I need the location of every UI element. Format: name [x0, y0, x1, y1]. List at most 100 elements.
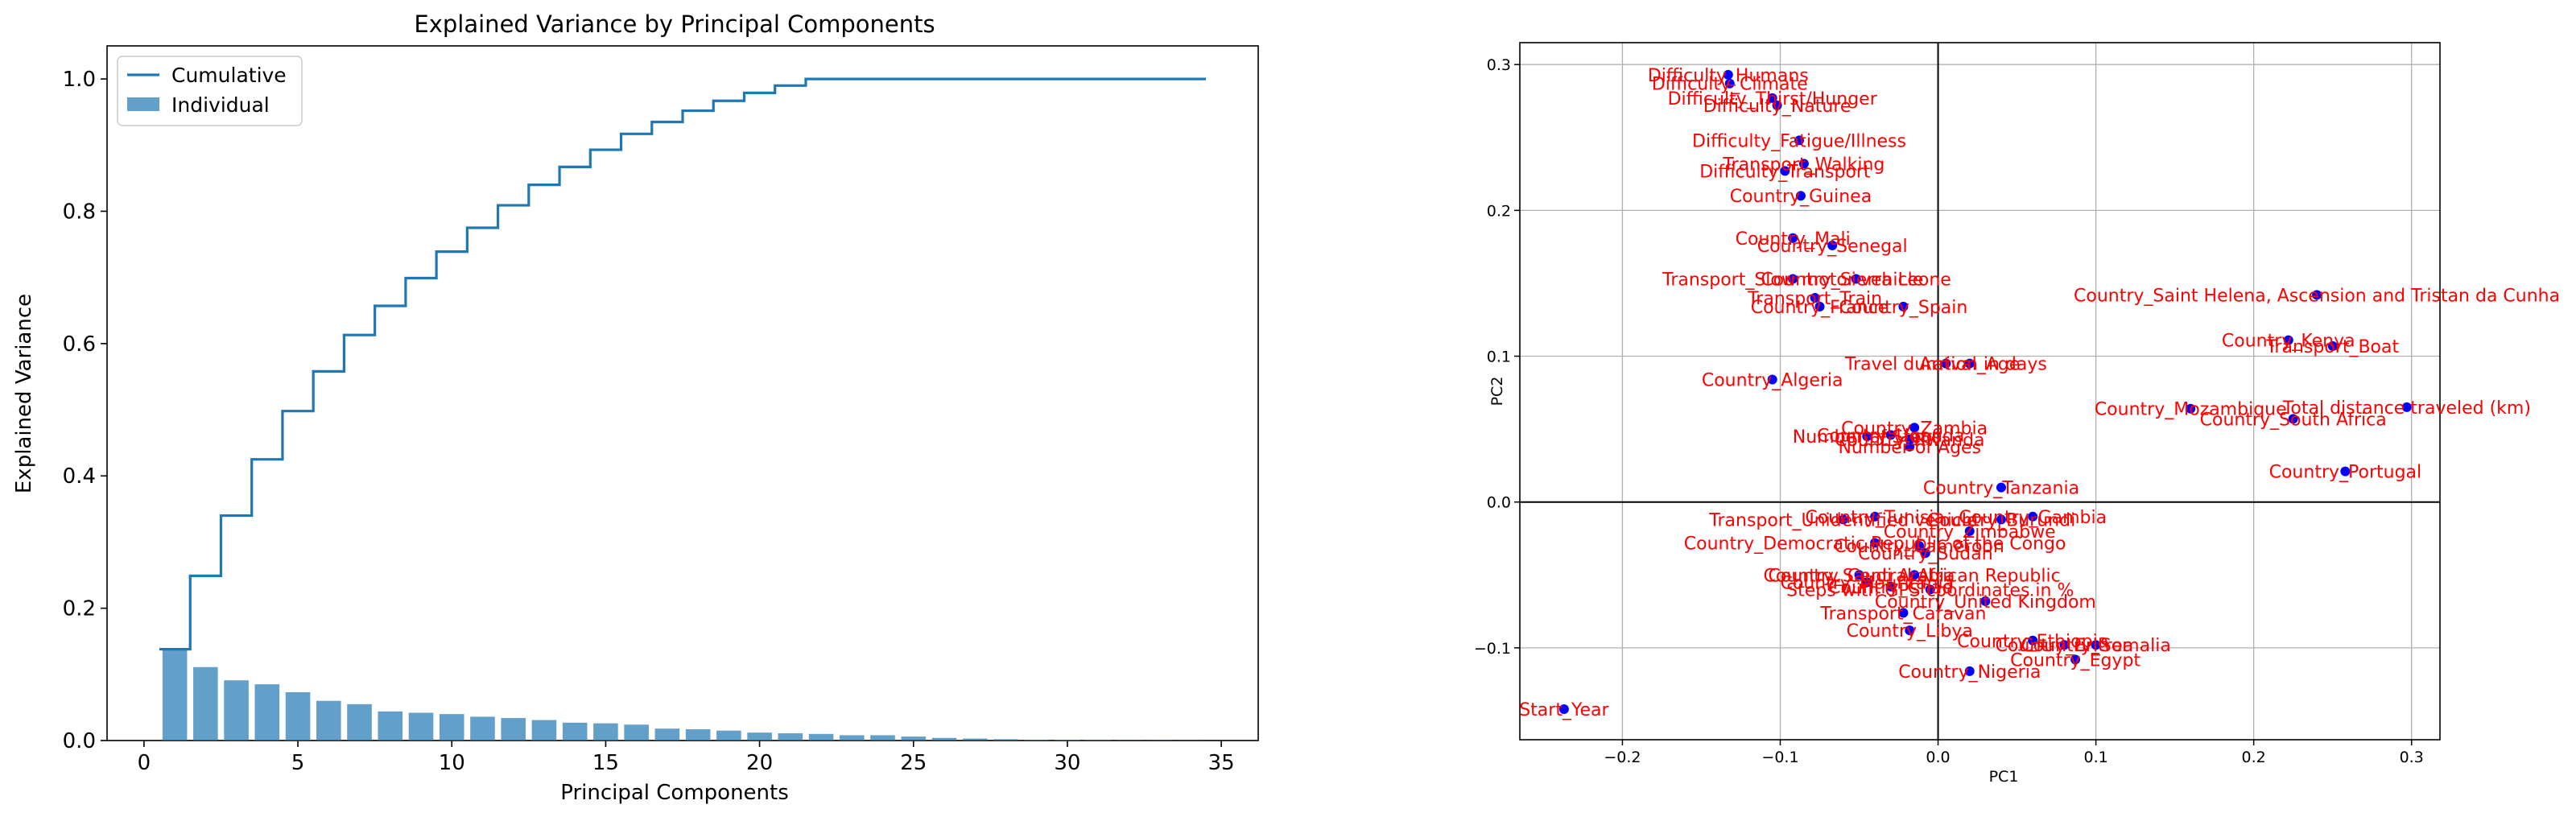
scatter-point [1814, 301, 1825, 312]
scatter-point [1767, 93, 1777, 103]
legend-entry-cumulative: Cumulative [171, 64, 287, 87]
individual-bar [193, 666, 218, 741]
x-tick-label: 20 [746, 751, 773, 775]
scatter-point [1788, 233, 1798, 243]
scatter-point [1964, 666, 1975, 676]
point-label: Transport_Slow motor vehicle [1662, 270, 1923, 290]
scatter-point [2327, 340, 2338, 351]
scatter-point [1905, 441, 1915, 452]
individual-bar [316, 700, 341, 741]
individual-bar [254, 684, 280, 741]
left-y-ticks: 0.0 0.2 0.4 0.6 0.8 1.0 [63, 68, 107, 753]
point-label: Start_Year [1519, 700, 1609, 720]
y-tick-label: 0.3 [1487, 56, 1511, 74]
right-plot-area [1520, 43, 2440, 740]
scatter-point [1909, 570, 1920, 580]
individual-bar [347, 704, 372, 741]
scatter-point [1788, 274, 1798, 284]
individual-bar [1024, 740, 1049, 741]
point-label: Country_Spain [1839, 298, 1967, 318]
scatter-point [1724, 78, 1735, 89]
scatter-point [1870, 511, 1880, 522]
scatter-point [1772, 100, 1782, 110]
left-chart-title: Explained Variance by Principal Componen… [414, 10, 935, 38]
individual-bar [285, 692, 311, 741]
point-label: Country_Algeria [1702, 371, 1843, 391]
scatter-point [2312, 290, 2322, 300]
point-label: Difficulty_Humans [1648, 66, 1809, 86]
scatter-point [2070, 654, 2081, 665]
scatter-point [1898, 608, 1909, 618]
individual-bar [408, 712, 434, 741]
point-label: Country_Somalia [2021, 636, 2170, 656]
point-label: Transport_Train [1747, 289, 1882, 309]
x-tick-label: −0.1 [1761, 749, 1798, 766]
point-label: Country_Libya [1847, 621, 1973, 642]
point-label: Country_Rwanda [1835, 431, 1985, 451]
point-label: Difficulty_Thirst/Hunger [1668, 89, 1878, 109]
scatter-point [1767, 374, 1777, 385]
point-label: Difficulty_Fatigue/Illness [1692, 131, 1906, 151]
x-tick-label: 0 [138, 751, 151, 775]
point-label: Country_Egypt [2010, 650, 2140, 671]
point-label: Difficulty_Transport [1699, 162, 1871, 182]
y-tick-label: 1.0 [63, 68, 96, 92]
point-label: Difficulty_Climate [1652, 75, 1808, 95]
individual-bar [470, 716, 495, 741]
point-label: Country_Sierra Leone [1761, 270, 1951, 290]
individual-bar [962, 738, 988, 741]
x-tick-label: 0.1 [2083, 749, 2107, 766]
left-x-ticks: 0 5 10 15 20 25 30 35 [138, 741, 1235, 775]
scatter-point [2091, 640, 2101, 650]
individual-bar [840, 735, 865, 741]
left-x-axis-label: Principal Components [560, 781, 789, 805]
explained-variance-chart: Explained Variance by Principal Componen… [12, 10, 1259, 805]
point-label: Country_Portugal [2269, 463, 2422, 483]
scatter-point [1996, 514, 2006, 525]
x-tick-label: 0.3 [2400, 749, 2424, 766]
y-tick-label: 0.4 [63, 464, 96, 489]
scatter-point [1885, 581, 1896, 592]
x-tick-label: 30 [1054, 751, 1080, 775]
right-points: Difficulty_HumansDifficulty_ClimateDiffi… [1519, 66, 2560, 720]
point-label: Transport_Caravan [1819, 604, 1986, 624]
point-label: Number of Ages [1838, 438, 1981, 458]
individual-bar [931, 737, 957, 741]
x-tick-label: −0.2 [1604, 749, 1641, 766]
individual-bar [501, 718, 526, 741]
scatter-point [1964, 358, 1975, 369]
scatter-point [1980, 596, 1991, 606]
scatter-point [2186, 403, 2196, 414]
point-label: Country_Nigeria [1898, 662, 2041, 683]
y-tick-label: 0.2 [63, 597, 96, 621]
pca-scatter-chart: −0.2 −0.1 0.0 0.1 0.2 0.3 −0.1 0.0 0.1 0.2 0.3 Di… [1474, 42, 2560, 786]
individual-bar [716, 730, 741, 741]
y-tick-label: 0.2 [1487, 202, 1511, 220]
left-bars [162, 649, 1203, 741]
scatter-point [1558, 704, 1569, 714]
point-label: Arrival_Age [1919, 355, 2020, 375]
right-y-axis-label: PC2 [1488, 377, 1506, 406]
point-label: Country_Ethiopia [1957, 632, 2108, 652]
point-label: Difficulty_Nature [1703, 97, 1852, 117]
individual-bar [685, 729, 711, 741]
y-tick-label: 0.1 [1487, 349, 1511, 366]
scatter-point [1898, 301, 1909, 312]
scatter-point [2401, 402, 2412, 412]
x-tick-label: 0.0 [1926, 749, 1950, 766]
scatter-point [1862, 577, 1872, 588]
scatter-point [2028, 511, 2038, 522]
scatter-point [1914, 541, 1925, 551]
point-label: Country_Kenya [2222, 332, 2355, 352]
right-plot-frame [1519, 42, 2441, 741]
individual-bar [808, 733, 834, 741]
scatter-point [1941, 358, 1951, 369]
legend-entry-individual: Individual [171, 93, 270, 117]
scatter-point [1780, 166, 1790, 176]
y-tick-label: 0.8 [63, 200, 96, 224]
point-label: Country_Eritrea [1996, 636, 2134, 656]
point-label: Country_Burundi [1927, 510, 2075, 530]
x-tick-label: 0.2 [2242, 749, 2266, 766]
individual-bar [224, 680, 249, 741]
x-tick-label: 15 [592, 751, 619, 775]
